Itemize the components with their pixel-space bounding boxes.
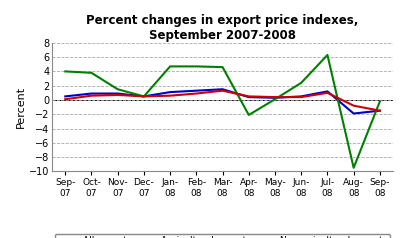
Line: All exports: All exports [65, 89, 380, 114]
Y-axis label: Percent: Percent [16, 86, 26, 128]
Agricultural exports [168, 65, 172, 68]
All exports [89, 92, 94, 95]
Nonagricultural exports [351, 104, 356, 107]
Agricultural exports [299, 81, 304, 84]
All exports [351, 112, 356, 115]
Agricultural exports [89, 71, 94, 74]
Nonagricultural exports [299, 96, 304, 99]
All exports [299, 95, 304, 98]
Agricultural exports [377, 100, 382, 103]
Nonagricultural exports [168, 94, 172, 97]
Nonagricultural exports [115, 94, 120, 96]
Agricultural exports [142, 95, 146, 98]
Nonagricultural exports [63, 98, 68, 101]
Agricultural exports [220, 66, 225, 69]
Agricultural exports [273, 98, 277, 101]
Line: Agricultural exports: Agricultural exports [65, 55, 380, 168]
All exports [220, 88, 225, 91]
All exports [273, 96, 277, 99]
Nonagricultural exports [377, 109, 382, 112]
All exports [194, 89, 199, 92]
Nonagricultural exports [246, 95, 251, 98]
Agricultural exports [115, 88, 120, 91]
Agricultural exports [246, 114, 251, 116]
Nonagricultural exports [325, 91, 330, 94]
Line: Nonagricultural exports: Nonagricultural exports [65, 91, 380, 111]
All exports [325, 90, 330, 93]
All exports [246, 96, 251, 99]
Nonagricultural exports [142, 95, 146, 98]
Nonagricultural exports [220, 89, 225, 92]
Agricultural exports [63, 70, 68, 73]
Nonagricultural exports [89, 94, 94, 97]
Nonagricultural exports [194, 92, 199, 95]
Agricultural exports [351, 166, 356, 169]
Title: Percent changes in export price indexes,
September 2007-2008: Percent changes in export price indexes,… [86, 14, 359, 42]
All exports [142, 95, 146, 98]
All exports [63, 95, 68, 98]
Legend: All exports, Agricultural exports, Nonagricultural exports: All exports, Agricultural exports, Nonag… [55, 234, 391, 238]
Agricultural exports [325, 54, 330, 56]
Nonagricultural exports [273, 96, 277, 99]
Agricultural exports [194, 65, 199, 68]
All exports [168, 91, 172, 94]
All exports [377, 109, 382, 112]
All exports [115, 92, 120, 95]
